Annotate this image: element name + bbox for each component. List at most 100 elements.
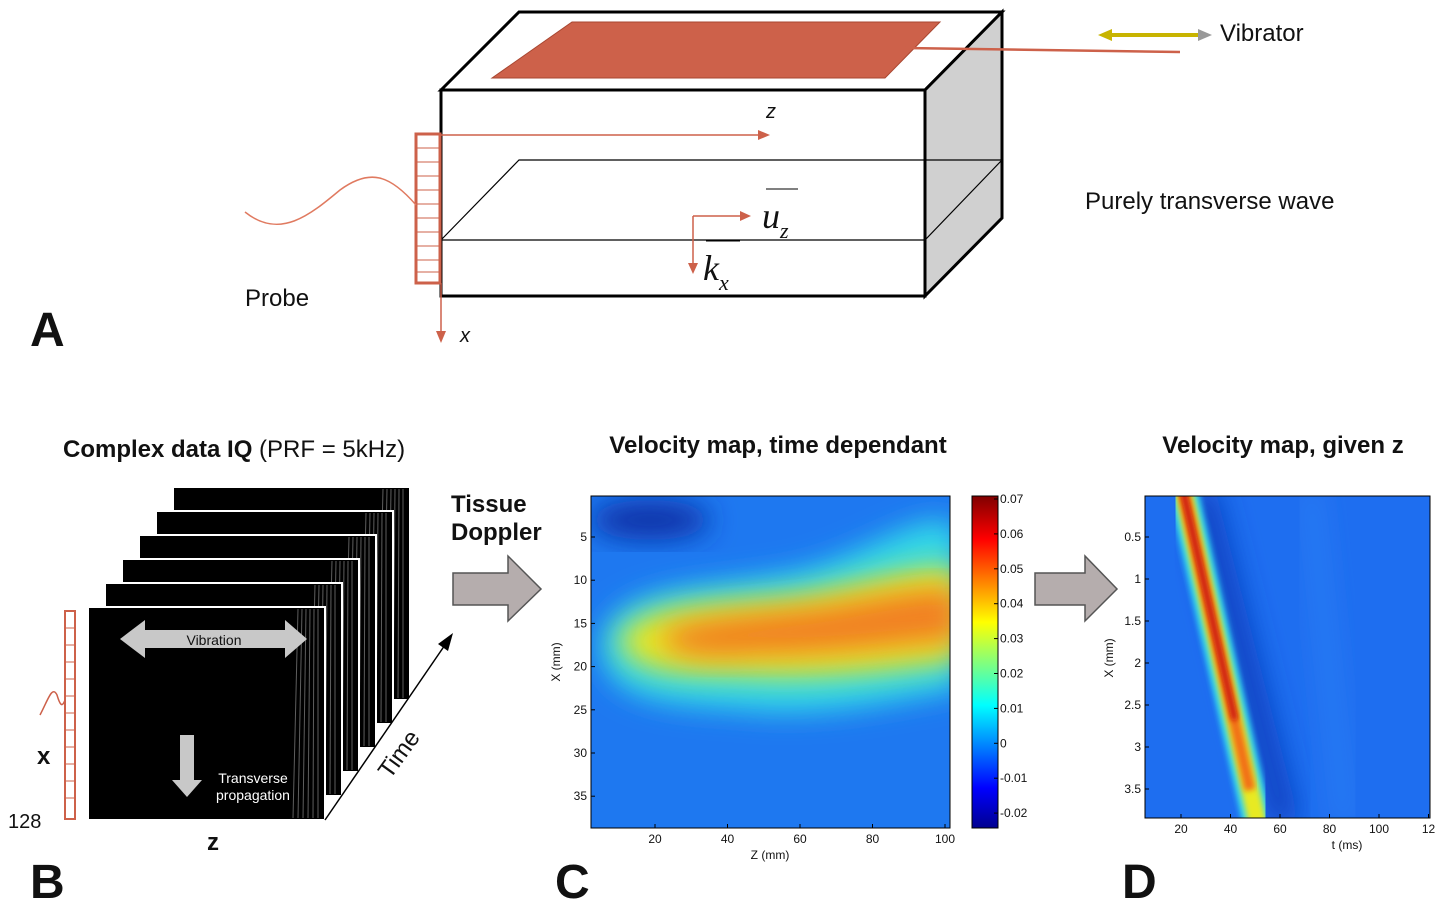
speckle <box>397 488 400 699</box>
panel-c-title: Velocity map, time dependant <box>609 432 946 459</box>
tick-label: 1 <box>1134 572 1141 586</box>
speckle <box>307 608 311 819</box>
plot-frame <box>1144 495 1431 819</box>
wave <box>39 691 66 716</box>
probe-label: Probe <box>245 285 309 312</box>
probe <box>64 610 76 820</box>
block-arrow <box>452 554 543 623</box>
panel-c: Velocity map, time dependant X (mm) Z (m… <box>549 432 1028 903</box>
tick-label: 30 <box>574 746 588 760</box>
x-label: x <box>459 325 471 347</box>
panel-letter: D <box>1122 856 1157 903</box>
block-arrow <box>1034 554 1119 623</box>
vibration-arrow <box>120 620 307 658</box>
title-bold: Complex data IQ <box>63 436 252 463</box>
propagation-label: Transverse propagation <box>216 770 290 803</box>
plate <box>490 21 942 79</box>
tick-label: 25 <box>574 703 588 717</box>
speckle <box>312 608 315 819</box>
tick-label: 35 <box>574 789 588 803</box>
tick-label: 80 <box>1323 822 1337 836</box>
tick-label: 0.07 <box>1000 492 1024 506</box>
tick-label: 60 <box>793 832 807 846</box>
z-label: z <box>207 829 219 856</box>
line: propagation <box>216 787 290 803</box>
panel-d-title: Velocity map, given z <box>1162 432 1403 459</box>
speckle <box>363 536 366 747</box>
wave <box>244 176 417 226</box>
tick-label: 1.5 <box>1124 614 1141 628</box>
tick-label: 20 <box>648 832 662 846</box>
panel-letter: A <box>30 304 65 357</box>
tick-label: 20 <box>1174 822 1188 836</box>
tick-label: 80 <box>866 832 880 846</box>
frames <box>87 486 411 821</box>
rod <box>904 46 1181 54</box>
k-label: kx <box>703 248 729 295</box>
tick-label: 0.05 <box>1000 562 1024 576</box>
x-label: t (ms) <box>1332 838 1363 852</box>
panel-b-title: Complex data IQ (PRF = 5kHz) <box>63 436 405 463</box>
k-sub: x <box>718 270 729 295</box>
y-label: X (mm) <box>549 642 563 681</box>
colorbar <box>971 495 999 829</box>
tick-label: 5 <box>580 530 587 544</box>
tick-label: 0.02 <box>1000 667 1024 681</box>
tick-label: 0 <box>1000 736 1007 750</box>
tick-label: -0.02 <box>1000 806 1028 820</box>
speckle <box>346 560 349 771</box>
box-front <box>439 88 927 298</box>
panel-a: Vibrator z x uz kx Purely transverse wav… <box>30 8 1334 357</box>
tick-label: 0.06 <box>1000 527 1024 541</box>
tick-label: 40 <box>721 832 735 846</box>
x-label: x <box>37 743 51 770</box>
tick-label: 60 <box>1273 822 1287 836</box>
u: u <box>762 196 780 236</box>
tick-label: 3.5 <box>1124 782 1141 796</box>
tick-label: 20 <box>574 660 588 674</box>
tick-label: 0.03 <box>1000 632 1024 646</box>
tick-label: 3 <box>1134 740 1141 754</box>
line: Tissue <box>451 491 527 518</box>
heatmap <box>1145 496 1430 818</box>
tick-label: 15 <box>574 616 588 630</box>
probe <box>414 132 442 285</box>
local-axes <box>692 215 742 266</box>
title-rest: (PRF = 5kHz) <box>259 436 405 463</box>
tick-label: 100 <box>935 832 955 846</box>
vector-bars <box>706 188 798 242</box>
vibrator-arrow <box>1098 29 1212 41</box>
k: k <box>703 248 720 288</box>
tick-label: 0.04 <box>1000 597 1024 611</box>
speckle <box>302 608 307 819</box>
line: Doppler <box>451 519 542 546</box>
panel-d: Velocity map, given z X (mm) t (ms) D 0.… <box>1102 432 1435 903</box>
time-axis <box>324 641 448 821</box>
line: Transverse <box>218 770 288 786</box>
tick-label: 100 <box>1369 822 1389 836</box>
tick-label: 40 <box>1224 822 1238 836</box>
speckle <box>329 584 332 795</box>
vibrator-label: Vibrator <box>1220 20 1304 47</box>
panel-b: Complex data IQ (PRF = 5kHz) Vibration T… <box>8 436 453 903</box>
tick-label: 10 <box>574 573 588 587</box>
y-label: X (mm) <box>1102 638 1116 677</box>
u-label: uz <box>762 196 789 243</box>
tick-label: 0.01 <box>1000 701 1024 715</box>
panel-letter: C <box>555 856 590 903</box>
plane <box>440 159 1003 241</box>
probe-elements <box>65 627 75 799</box>
probe-elements <box>416 147 440 273</box>
plot-frame <box>590 495 951 829</box>
z-label: z <box>765 101 776 123</box>
wave-label: Purely transverse wave <box>1085 188 1334 215</box>
tick-label: 2.5 <box>1124 698 1141 712</box>
u-sub: z <box>779 218 789 243</box>
heatmap <box>591 496 950 828</box>
tick-label: 0.5 <box>1124 530 1141 544</box>
tick-label: 2 <box>1134 656 1141 670</box>
arrow-label: Tissue Doppler <box>451 491 542 546</box>
propagation-arrow <box>172 735 202 797</box>
x-label: Z (mm) <box>751 848 790 862</box>
